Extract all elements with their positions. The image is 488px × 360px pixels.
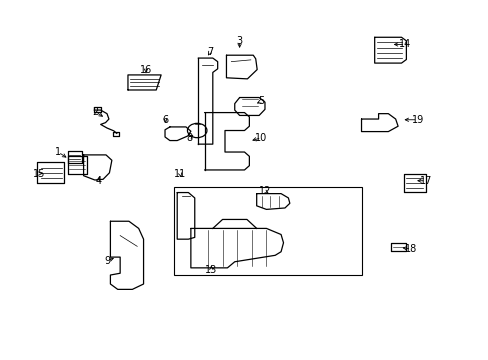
Text: 13: 13 [205, 265, 217, 275]
Text: 8: 8 [186, 133, 193, 143]
Text: 5: 5 [258, 96, 264, 106]
Text: 1: 1 [55, 147, 61, 157]
Text: 3: 3 [236, 36, 242, 46]
Text: 19: 19 [410, 115, 423, 125]
Text: 4: 4 [95, 176, 101, 186]
Text: 14: 14 [399, 40, 411, 49]
Text: 17: 17 [419, 176, 431, 186]
Text: 12: 12 [258, 186, 271, 197]
Text: 15: 15 [33, 168, 45, 179]
Text: 16: 16 [140, 64, 152, 75]
Text: 11: 11 [174, 168, 186, 179]
Bar [173, 187, 361, 275]
Text: 10: 10 [255, 133, 267, 143]
Text: 6: 6 [162, 115, 168, 125]
Text: 7: 7 [207, 46, 213, 57]
Text: 18: 18 [405, 244, 417, 254]
Text: 2: 2 [92, 107, 99, 117]
Text: 9: 9 [104, 256, 110, 266]
